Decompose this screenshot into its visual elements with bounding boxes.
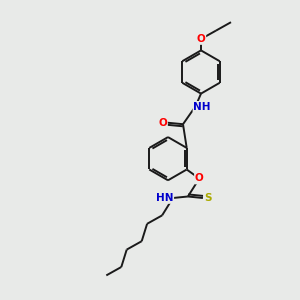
- Text: O: O: [196, 34, 206, 44]
- Text: O: O: [195, 173, 204, 184]
- Text: O: O: [158, 118, 167, 128]
- Text: S: S: [204, 193, 212, 203]
- Text: NH: NH: [194, 102, 211, 112]
- Text: HN: HN: [156, 193, 173, 203]
